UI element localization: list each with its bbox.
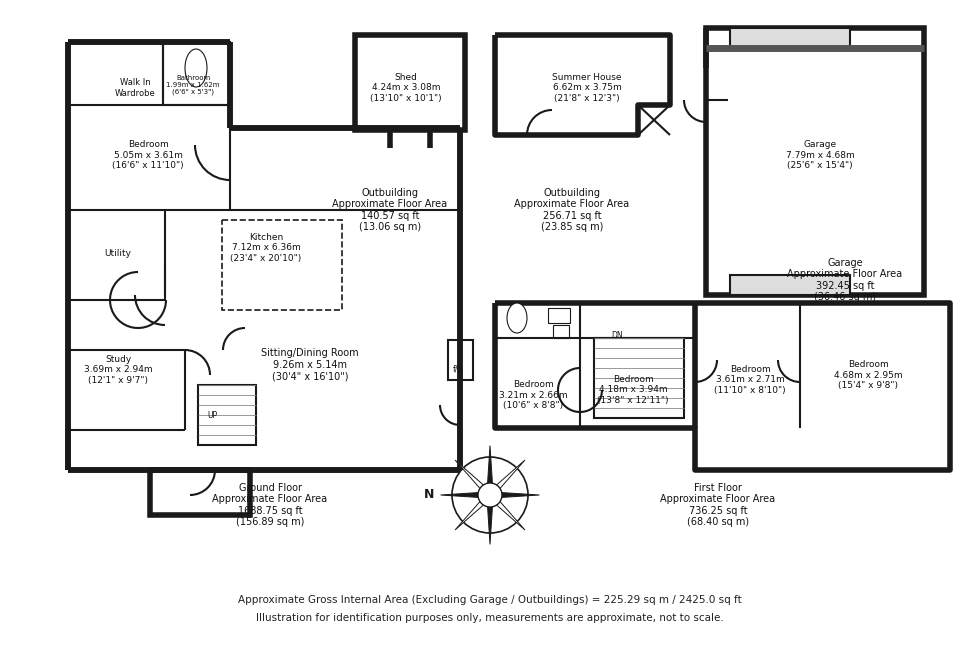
Text: f/p: f/p	[453, 366, 464, 375]
Polygon shape	[495, 303, 950, 470]
Text: N: N	[424, 488, 434, 502]
Text: Outbuilding
Approximate Floor Area
140.57 sq ft
(13.06 sq m): Outbuilding Approximate Floor Area 140.5…	[332, 187, 448, 232]
Polygon shape	[495, 303, 950, 470]
Ellipse shape	[185, 49, 207, 87]
Bar	[163, 42, 230, 105]
Text: Bedroom
5.05m x 3.61m
(16'6" x 11'10"): Bedroom 5.05m x 3.61m (16'6" x 11'10")	[112, 140, 184, 170]
Bar	[222, 220, 342, 310]
Text: UP: UP	[207, 411, 217, 419]
Text: Study
3.69m x 2.94m
(12'1" x 9'7"): Study 3.69m x 2.94m (12'1" x 9'7")	[83, 355, 152, 385]
Text: Ground Floor
Approximate Floor Area
1688.75 sq ft
(156.89 sq m): Ground Floor Approximate Floor Area 1688…	[213, 483, 327, 528]
Bar	[730, 28, 850, 48]
Text: Bedroom
3.21m x 2.66m
(10'6" x 8'8"): Bedroom 3.21m x 2.66m (10'6" x 8'8")	[499, 380, 567, 410]
Polygon shape	[455, 460, 487, 492]
Polygon shape	[495, 35, 670, 135]
Text: Bedroom
4.18m x 3.94m
(13'8" x 12'11"): Bedroom 4.18m x 3.94m (13'8" x 12'11")	[597, 375, 668, 405]
Polygon shape	[493, 460, 525, 492]
Polygon shape	[68, 42, 460, 470]
Bar	[448, 340, 473, 380]
Text: Utility: Utility	[105, 249, 131, 257]
Text: DN: DN	[612, 332, 623, 340]
Text: Approximate Gross Internal Area (Excluding Garage / Outbuildings) = 225.29 sq m : Approximate Gross Internal Area (Excludi…	[238, 595, 742, 605]
Text: Shed
4.24m x 3.08m
(13'10" x 10'1"): Shed 4.24m x 3.08m (13'10" x 10'1")	[370, 73, 442, 103]
Polygon shape	[495, 35, 670, 135]
Bar	[730, 275, 850, 295]
Bar	[150, 470, 250, 515]
Text: Bathroom
1.99m x 1.62m
(6'6" x 5'3"): Bathroom 1.99m x 1.62m (6'6" x 5'3")	[167, 74, 220, 95]
Polygon shape	[487, 445, 493, 488]
Text: First Floor
Approximate Floor Area
736.25 sq ft
(68.40 sq m): First Floor Approximate Floor Area 736.2…	[661, 483, 775, 528]
Text: Garage
7.79m x 4.68m
(25'6" x 15'4"): Garage 7.79m x 4.68m (25'6" x 15'4")	[786, 140, 855, 170]
Polygon shape	[497, 492, 539, 498]
Text: Garage
Approximate Floor Area
392.45 sq ft
(36.46 sq m): Garage Approximate Floor Area 392.45 sq …	[788, 257, 903, 302]
Bar	[706, 28, 924, 295]
Bar	[548, 308, 570, 323]
Polygon shape	[441, 492, 483, 498]
Ellipse shape	[507, 303, 527, 333]
Polygon shape	[487, 502, 493, 545]
Text: Sitting/Dining Room
9.26m x 5.14m
(30'4" x 16'10"): Sitting/Dining Room 9.26m x 5.14m (30'4"…	[262, 349, 359, 381]
Text: Walk In
Wardrobe: Walk In Wardrobe	[115, 78, 156, 98]
Polygon shape	[493, 498, 525, 530]
Text: Bedroom
3.61m x 2.71m
(11'10" x 8'10"): Bedroom 3.61m x 2.71m (11'10" x 8'10")	[714, 365, 786, 395]
Bar	[198, 385, 256, 445]
Text: Bedroom
4.68m x 2.95m
(15'4" x 9'8"): Bedroom 4.68m x 2.95m (15'4" x 9'8")	[834, 360, 903, 390]
Text: Illustration for identification purposes only, measurements are approximate, not: Illustration for identification purposes…	[256, 613, 724, 623]
Bar	[594, 338, 684, 418]
Bar	[355, 35, 465, 130]
Circle shape	[478, 483, 502, 507]
Polygon shape	[455, 498, 487, 530]
Text: Kitchen
7.12m x 6.36m
(23'4" x 20'10"): Kitchen 7.12m x 6.36m (23'4" x 20'10")	[230, 233, 302, 263]
Text: Summer House
6.62m x 3.75m
(21'8" x 12'3"): Summer House 6.62m x 3.75m (21'8" x 12'3…	[553, 73, 621, 103]
Bar	[553, 325, 569, 338]
Text: Outbuilding
Approximate Floor Area
256.71 sq ft
(23.85 sq m): Outbuilding Approximate Floor Area 256.7…	[514, 187, 629, 232]
